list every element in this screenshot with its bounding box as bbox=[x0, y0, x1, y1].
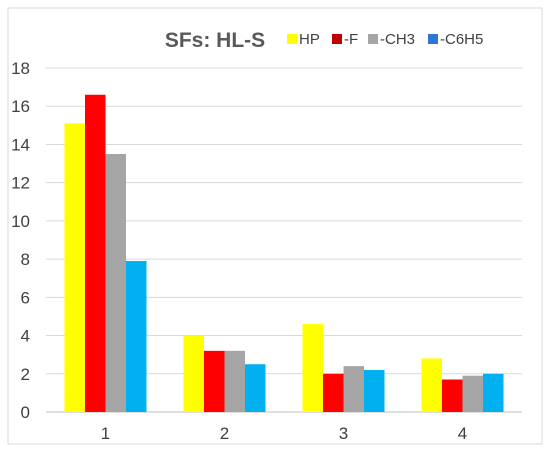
x-tick-label: 1 bbox=[101, 424, 110, 443]
legend-label: -CH3 bbox=[380, 31, 415, 48]
y-tick-label: 18 bbox=[11, 59, 30, 78]
y-tick-labels: 0 2 4 6 8 10 12 14 16 18 bbox=[11, 59, 30, 422]
legend-swatch bbox=[428, 34, 438, 44]
bar-ch3-2 bbox=[224, 350, 245, 412]
bar-c6h5-3 bbox=[364, 369, 385, 412]
bar-f-4 bbox=[442, 379, 463, 412]
x-tick-label: 3 bbox=[339, 424, 348, 443]
y-tick-label: 6 bbox=[21, 288, 30, 307]
y-tick-label: 0 bbox=[21, 403, 30, 422]
bar-c6h5-4 bbox=[483, 373, 504, 412]
legend-swatch bbox=[368, 34, 378, 44]
x-tick-label: 4 bbox=[458, 424, 467, 443]
y-tick-label: 10 bbox=[11, 212, 30, 231]
x-tick-labels: 1 2 3 4 bbox=[101, 424, 467, 443]
chart-title: SFs: HL-S bbox=[165, 29, 265, 52]
bar-c6h5-2 bbox=[245, 364, 266, 412]
y-tick-label: 12 bbox=[11, 174, 30, 193]
bars bbox=[64, 94, 504, 412]
y-tick-label: 2 bbox=[21, 365, 30, 384]
legend: HP -F -CH3 -C6H5 bbox=[287, 31, 483, 48]
bar-hp-3 bbox=[302, 324, 323, 412]
legend-swatch bbox=[287, 34, 297, 44]
bar-hp-1 bbox=[64, 123, 85, 412]
y-tick-label: 14 bbox=[11, 135, 30, 154]
bar-ch3-3 bbox=[343, 366, 364, 412]
y-tick-label: 16 bbox=[11, 97, 30, 116]
legend-label: -F bbox=[344, 31, 358, 48]
legend-label: HP bbox=[299, 31, 320, 48]
bar-f-2 bbox=[204, 350, 225, 412]
bar-ch3-4 bbox=[462, 375, 483, 412]
bar-f-1 bbox=[85, 94, 106, 412]
y-tick-label: 4 bbox=[21, 327, 30, 346]
bar-hp-2 bbox=[183, 335, 204, 412]
bar-c6h5-1 bbox=[126, 261, 147, 412]
bar-hp-4 bbox=[421, 358, 442, 412]
bar-ch3-1 bbox=[105, 154, 126, 412]
legend-swatch bbox=[332, 34, 342, 44]
y-tick-label: 8 bbox=[21, 250, 30, 269]
x-tick-label: 2 bbox=[220, 424, 229, 443]
bar-f-3 bbox=[323, 373, 344, 412]
legend-label: -C6H5 bbox=[440, 31, 483, 48]
